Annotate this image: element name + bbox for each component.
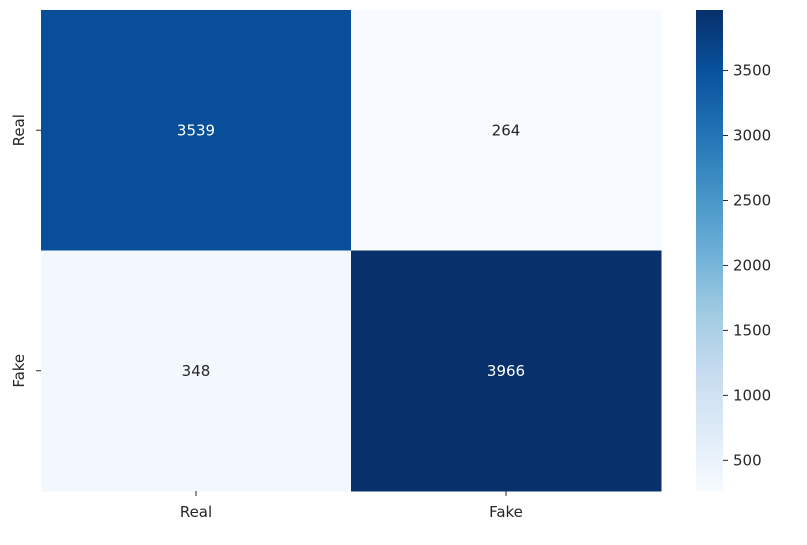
y-axis-ticks: Real Fake xyxy=(10,114,41,388)
colorbar-tick-label: 3000 xyxy=(733,127,771,145)
colorbar-tick-label: 2000 xyxy=(733,256,771,274)
y-tick-label: Real xyxy=(10,114,28,146)
x-tick-label: Real xyxy=(180,503,212,521)
colorbar-tick-label: 3500 xyxy=(733,62,771,80)
colorbar-tick-label: 500 xyxy=(733,451,762,469)
heatmap-cell-labels: 3539 264 348 3966 xyxy=(177,121,525,380)
cell-value-label: 3966 xyxy=(487,362,525,380)
heatmap-cells xyxy=(41,10,662,492)
x-tick-label: Fake xyxy=(489,503,523,521)
colorbar xyxy=(696,10,723,491)
y-tick-label: Fake xyxy=(10,354,28,388)
heatmap-cell xyxy=(351,10,662,251)
x-axis-ticks: Real Fake xyxy=(180,491,523,521)
colorbar-tick-label: 1500 xyxy=(733,321,771,339)
cell-value-label: 264 xyxy=(492,121,521,139)
heatmap-cell xyxy=(351,250,662,492)
colorbar-tick-label: 2500 xyxy=(733,191,771,209)
cell-value-label: 348 xyxy=(182,362,211,380)
cell-value-label: 3539 xyxy=(177,121,215,139)
colorbar-ticks: 500 1000 1500 2000 2500 3000 3500 xyxy=(723,62,771,469)
colorbar-tick-label: 1000 xyxy=(733,386,771,404)
heatmap-cell xyxy=(41,250,352,492)
heatmap-cell xyxy=(41,10,352,251)
